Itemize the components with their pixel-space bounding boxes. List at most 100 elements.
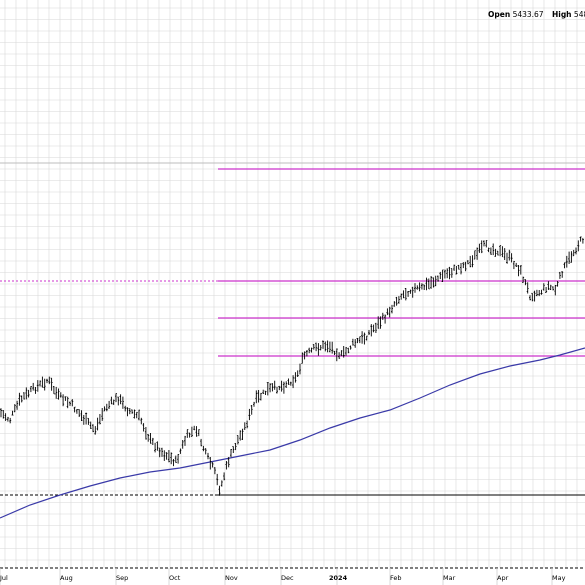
price-bar [142, 423, 145, 432]
price-bar [455, 266, 458, 275]
price-bar [213, 467, 216, 475]
price-bar [287, 378, 290, 385]
price-bar [13, 404, 16, 413]
price-bar [9, 417, 12, 424]
price-bar [121, 396, 124, 409]
price-bar [220, 480, 223, 487]
price-bar [29, 386, 32, 393]
price-bar [262, 389, 265, 394]
price-bar [409, 289, 412, 294]
price-bar [432, 277, 435, 288]
price-bar [161, 447, 163, 457]
price-bar [2, 410, 5, 419]
price-bar [236, 435, 239, 445]
price-bar [310, 347, 313, 353]
price-bar [66, 396, 69, 409]
price-bar [232, 445, 235, 453]
x-tick-label: Mar [443, 574, 456, 582]
price-bar [331, 341, 334, 354]
price-bar [494, 248, 497, 257]
price-bar [135, 411, 138, 419]
price-bar [466, 260, 469, 265]
price-bar [285, 381, 288, 388]
price-bar [257, 390, 260, 403]
price-bar [506, 252, 508, 264]
price-bar [115, 393, 117, 403]
price-bar [483, 240, 485, 247]
high-value: 5488. [573, 10, 585, 19]
open-label: Open [488, 10, 511, 19]
price-bar [512, 260, 515, 270]
price-bar [243, 422, 246, 430]
price-bar [82, 415, 85, 425]
price-bar [239, 430, 242, 441]
price-bar [324, 341, 327, 352]
x-tick-label: Sep [116, 574, 128, 582]
price-bar [170, 452, 173, 465]
price-bar [301, 352, 304, 364]
price-bar [101, 408, 104, 421]
price-bar [128, 408, 131, 415]
x-axis-labels: Jul Aug Sep Oct Nov Dec 2024 Feb Mar Apr May [0, 568, 566, 585]
price-bar [308, 347, 311, 354]
price-bar [425, 277, 428, 291]
price-bar [218, 485, 221, 496]
price-bar [292, 375, 295, 389]
price-bar [450, 268, 453, 278]
price-bar [227, 457, 230, 468]
price-bar [469, 255, 472, 268]
price-bar [52, 386, 55, 395]
price-bar [545, 287, 548, 293]
price-bar [41, 376, 44, 388]
price-bar [372, 324, 375, 333]
price-bar [73, 406, 76, 413]
price-bar [271, 383, 274, 392]
price-bar [64, 396, 67, 401]
price-bar [294, 372, 297, 383]
price-bar [460, 263, 462, 275]
price-bar [446, 268, 449, 279]
price-bar [250, 405, 253, 415]
price-bar [377, 316, 380, 329]
price-bar [133, 409, 136, 419]
price-bar [140, 417, 143, 425]
price-bar [94, 426, 97, 435]
price-bar [46, 378, 48, 384]
price-bar [404, 287, 407, 301]
price-bar [430, 276, 433, 289]
price-bar [312, 344, 315, 350]
price-bar [485, 240, 488, 248]
price-bar [216, 473, 219, 486]
price-bar [280, 380, 283, 392]
price-bar [526, 282, 529, 294]
price-bar [16, 400, 19, 410]
price-bar [347, 347, 350, 354]
price-bar [69, 401, 71, 406]
high-label: High [551, 10, 572, 19]
price-bar [87, 417, 90, 425]
price-bar [531, 292, 534, 302]
price-bar [492, 243, 495, 256]
price-bar [397, 296, 400, 304]
price-bar [414, 283, 416, 293]
price-bar [195, 426, 198, 437]
price-bar [356, 338, 359, 344]
price-bar [391, 304, 393, 314]
price-bar [57, 388, 60, 400]
x-tick-label: Feb [390, 574, 402, 582]
price-bar [23, 392, 25, 400]
price-bar [172, 459, 175, 467]
price-bar [200, 438, 203, 447]
price-bar [253, 401, 255, 407]
price-bar [255, 390, 258, 404]
price-bar [515, 262, 518, 267]
x-tick-label: Nov [225, 574, 238, 582]
price-bar [32, 382, 35, 391]
price-bar [55, 386, 58, 399]
price-bar [317, 343, 320, 356]
price-bar [80, 410, 83, 421]
price-bar [558, 271, 561, 279]
price-bar [71, 399, 74, 407]
price-header: Open 5433.67 High 5488. [488, 10, 585, 19]
price-bar [420, 283, 423, 290]
